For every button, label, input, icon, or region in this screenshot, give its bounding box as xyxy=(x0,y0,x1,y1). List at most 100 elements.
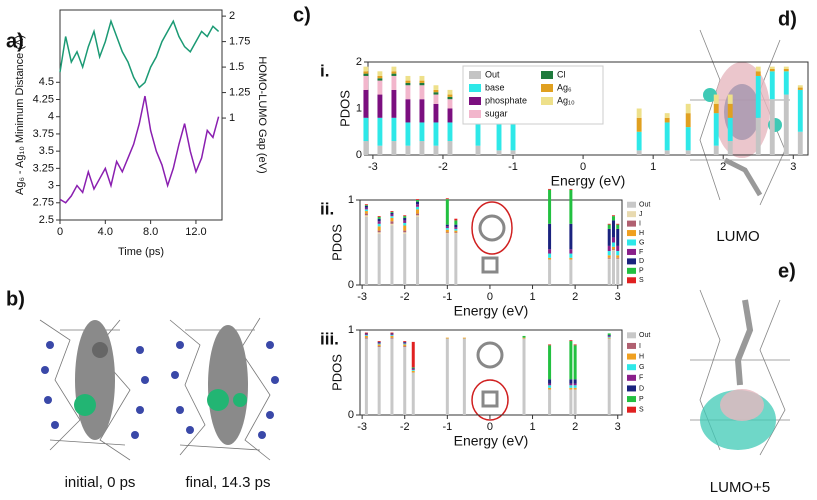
legend-swatch xyxy=(627,353,636,360)
pdos-bar xyxy=(755,117,761,155)
pdos-bar xyxy=(403,232,407,234)
pdos-bar xyxy=(390,335,394,338)
y2-tick-label: 2 xyxy=(229,10,235,22)
pdos-bar xyxy=(377,216,381,217)
cluster xyxy=(74,320,115,440)
orbital-lumo xyxy=(690,29,790,206)
molecule-initial xyxy=(39,319,149,461)
pdos-bar xyxy=(419,99,425,123)
pdos-bar xyxy=(411,368,415,370)
pdos-bar xyxy=(447,99,453,109)
pdos-bar xyxy=(454,220,458,225)
pdos-bar xyxy=(607,336,611,338)
lobe xyxy=(720,389,764,421)
pdos-bar xyxy=(377,223,381,227)
cluster xyxy=(734,299,754,386)
x-tick-label: 1 xyxy=(529,421,535,433)
pdos-bar xyxy=(462,337,466,339)
pdos-bar xyxy=(445,229,449,233)
pdos-bar xyxy=(411,370,415,373)
pdos-bar xyxy=(416,199,420,200)
pdos-bar xyxy=(611,215,615,217)
y2-tick-label: 1.5 xyxy=(229,61,244,73)
pdos-bar xyxy=(364,335,368,338)
lobe xyxy=(724,84,760,140)
pdos-bar xyxy=(390,212,394,215)
legend-label: H xyxy=(639,230,644,237)
legend-label: F xyxy=(639,249,643,256)
pdos-bar xyxy=(573,387,577,390)
pdos-bar xyxy=(769,66,775,69)
pdos-bar xyxy=(445,224,449,227)
pdos-bar xyxy=(391,141,397,155)
legend-swatch xyxy=(627,230,636,237)
pdos-bar xyxy=(454,233,458,234)
pdos-bar xyxy=(364,207,368,210)
pdos-bar xyxy=(364,213,368,216)
pdos-bar xyxy=(391,89,397,118)
pdos-bar xyxy=(364,337,368,339)
y-tick-label: 4.25 xyxy=(33,93,54,105)
x-axis-label: Energy (eV) xyxy=(551,173,626,189)
series-line xyxy=(59,18,220,89)
panel-label: e) xyxy=(778,260,796,282)
pdos-bar xyxy=(454,218,458,221)
pdos-bar xyxy=(416,200,420,202)
legend-swatch xyxy=(627,211,636,218)
pdos-bar xyxy=(727,141,733,155)
pdos-bar xyxy=(416,213,420,216)
y-tick-label: 1 xyxy=(356,102,362,114)
cluster xyxy=(481,256,499,274)
pdos-bar xyxy=(390,211,394,212)
pdos-bar xyxy=(713,113,719,146)
pdos-bar xyxy=(377,94,383,118)
pdos-bar xyxy=(783,68,789,72)
cluster xyxy=(478,214,506,242)
pdos-bar xyxy=(390,335,394,336)
pdos-bar xyxy=(607,224,611,229)
legend-label: D xyxy=(639,258,644,265)
x-tick-label: 3 xyxy=(615,421,621,433)
pdos-bar xyxy=(390,221,394,224)
pdos-bar xyxy=(783,66,789,69)
pdos-bar xyxy=(573,344,577,346)
pdos-bar xyxy=(611,251,615,285)
y-tick-label: 2.5 xyxy=(39,214,54,226)
pdos-bar xyxy=(616,257,620,259)
legend-swatch xyxy=(627,258,636,265)
pdos-bar xyxy=(433,103,439,123)
pdos-bar xyxy=(419,75,425,81)
backbone xyxy=(690,289,790,456)
pdos-bar xyxy=(445,228,449,230)
y-tick-label: 4 xyxy=(48,111,54,123)
legend-swatch xyxy=(627,220,636,227)
legend-label: Cl xyxy=(557,69,566,79)
legend-label: Out xyxy=(639,332,650,339)
pdos-bar xyxy=(607,245,611,251)
legend-swatch xyxy=(469,84,481,92)
legend-label: P xyxy=(639,268,644,275)
x-tick-label: -2 xyxy=(400,421,410,433)
pdos-bar xyxy=(569,189,573,224)
pdos-bar xyxy=(569,223,573,250)
pdos-bar xyxy=(363,89,369,118)
x-tick-label: -1 xyxy=(508,161,518,173)
caption: initial, 0 ps xyxy=(65,474,136,491)
pdos-bar xyxy=(419,141,425,155)
pdos-bar xyxy=(616,223,620,225)
pdos-bar xyxy=(391,75,397,90)
x-tick-label: -2 xyxy=(400,291,410,303)
pdos-bar xyxy=(454,234,458,285)
pdos-bar xyxy=(445,199,449,225)
pdos-bar xyxy=(403,234,407,285)
pdos-bar xyxy=(403,347,407,415)
pdos-bar xyxy=(607,258,611,260)
pdos-bar xyxy=(405,82,411,86)
legend-swatch xyxy=(627,364,636,371)
pdos-bar xyxy=(419,82,425,86)
x-tick-label: -1 xyxy=(442,421,452,433)
pdos-bar xyxy=(616,224,620,229)
pdos-bar xyxy=(569,340,573,342)
caption: final, 14.3 ps xyxy=(185,474,270,491)
x-tick-label: 8.0 xyxy=(143,226,158,238)
